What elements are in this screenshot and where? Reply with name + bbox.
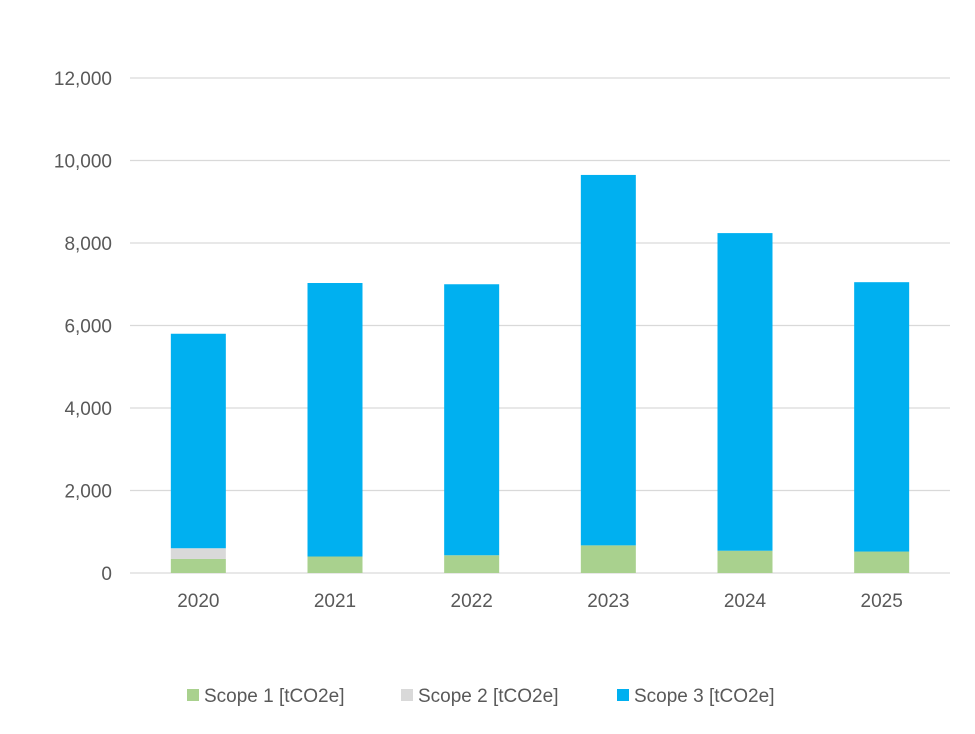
- y-tick-label: 10,000: [54, 152, 112, 173]
- legend-label: Scope 3 [tCO2e]: [634, 686, 774, 707]
- bar-segment-2021-scope-3: [307, 283, 363, 557]
- legend-label: Scope 2 [tCO2e]: [418, 686, 558, 707]
- bars: [170, 174, 910, 573]
- legend-label: Scope 1 [tCO2e]: [204, 686, 344, 707]
- x-tick-label: 2023: [587, 591, 629, 612]
- legend: Scope 1 [tCO2e] Scope 2 [tCO2e] Scope 3 [t…: [187, 686, 774, 707]
- x-tick-label: 2020: [177, 591, 219, 612]
- bar-segment-2024-scope-3: [717, 233, 773, 551]
- bar-segment-2023-scope-1: [580, 545, 636, 573]
- x-tick-label: 2021: [314, 591, 356, 612]
- legend-item-scope-1: Scope 1 [tCO2e]: [187, 686, 344, 707]
- legend-item-scope-3: Scope 3 [tCO2e]: [617, 686, 774, 707]
- y-axis-tick-labels: 0 2,000 4,000 6,000 8,000 10,000 12,000: [54, 69, 112, 585]
- bar-segment-2021-scope-1: [307, 556, 363, 573]
- y-tick-label: 12,000: [54, 69, 112, 90]
- bar-segment-2020-scope-3: [170, 333, 226, 549]
- bar-segment-2020-scope-1: [170, 558, 226, 573]
- bar-segment-2022-scope-3: [444, 284, 500, 556]
- x-tick-label: 2025: [861, 591, 903, 612]
- bar-segment-2020-scope-2: [170, 548, 226, 559]
- legend-swatch: [617, 689, 629, 701]
- bar-segment-2022-scope-1: [444, 555, 500, 573]
- bar-segment-2023-scope-3: [580, 174, 636, 546]
- legend-swatch: [401, 689, 413, 701]
- bar-segment-2024-scope-1: [717, 550, 773, 573]
- gridlines: [130, 77, 950, 574]
- y-tick-label: 0: [101, 564, 112, 585]
- x-tick-label: 2024: [724, 591, 767, 612]
- x-tick-label: 2022: [451, 591, 493, 612]
- y-tick-label: 4,000: [64, 399, 112, 420]
- legend-swatch: [187, 689, 199, 701]
- bar-segment-2025-scope-1: [854, 551, 910, 573]
- y-tick-label: 8,000: [64, 234, 112, 255]
- x-axis-tick-labels: 2020 2021 2022 2023 2024 2025: [177, 591, 903, 612]
- y-tick-label: 2,000: [64, 482, 112, 503]
- y-tick-label: 6,000: [64, 317, 112, 338]
- legend-item-scope-2: Scope 2 [tCO2e]: [401, 686, 558, 707]
- bar-segment-2025-scope-3: [854, 282, 910, 552]
